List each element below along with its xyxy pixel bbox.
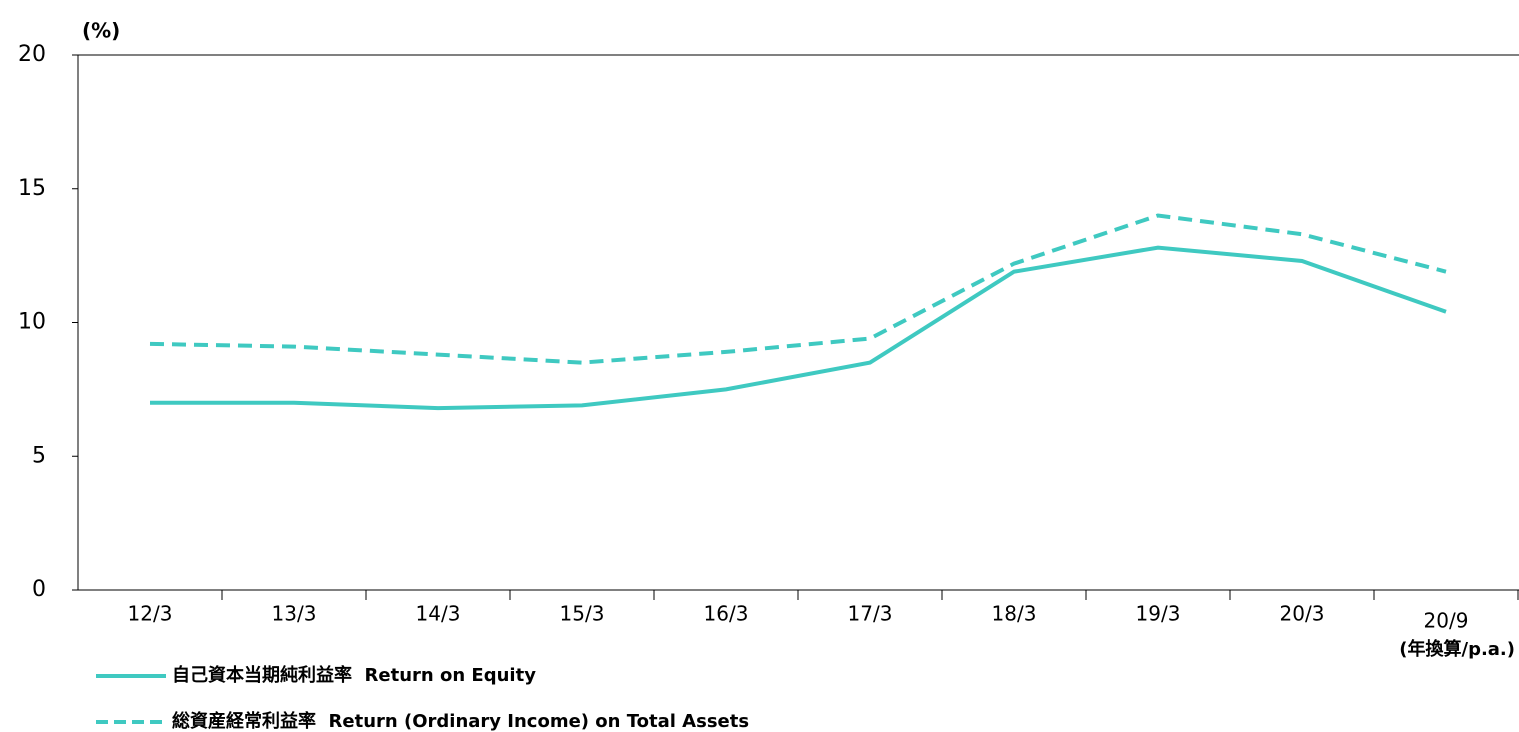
y-tick-label: 20 [18,42,46,67]
x-tick-label: 12/3 [128,602,173,626]
legend-label: 自己資本当期純利益率 Return on Equity [172,664,536,686]
series-line [150,245,1447,411]
x-tick-label: 17/3 [848,602,893,626]
y-tick-label: 15 [18,176,46,201]
x-tick-label: 13/3 [272,602,317,626]
x-tick-label: 16/3 [704,602,749,626]
y-axis-label: (%) [82,19,120,43]
x-tick-label: 18/3 [992,602,1037,626]
y-tick-label: 10 [18,310,46,335]
x-tick-label: 20/3 [1280,602,1325,626]
y-tick-label: 5 [32,443,46,468]
x-tick-label: 14/3 [416,602,461,626]
x-tick-label: 15/3 [560,602,605,626]
series-line [149,213,1447,365]
x-tick-label: 19/3 [1136,602,1181,626]
y-tick-label: 0 [32,577,46,602]
legend-label: 総資産経常利益率 Return (Ordinary Income) on Tot… [172,710,749,732]
x-tick-label: 20/9 [1424,609,1469,633]
category-note: (年換算/p.a.) [1399,638,1515,660]
